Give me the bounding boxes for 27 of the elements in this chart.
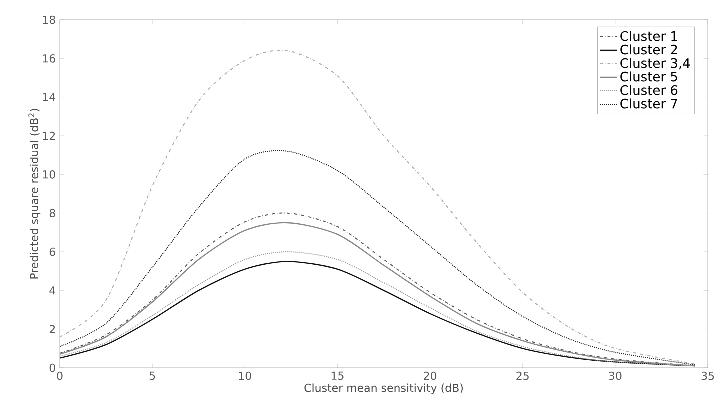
legend-label: Cluster 7 — [620, 98, 678, 109]
x-tick-label: 25 — [516, 372, 529, 380]
y-tick-label: 4 — [50, 286, 56, 295]
y-tick-label: 8 — [50, 209, 56, 218]
line-series — [60, 150, 696, 366]
x-tick-label: 15 — [332, 372, 344, 380]
y-tick-label: 12 — [43, 132, 56, 140]
y-tick-label: 0 — [50, 364, 56, 372]
legend-label: Cluster 6 — [620, 85, 678, 96]
y-tick-label: 10 — [43, 170, 56, 179]
y-tick-label: 18 — [43, 16, 56, 24]
legend-label: Cluster 1 — [620, 31, 678, 42]
x-axis-title: Cluster mean sensitivity (dB) — [304, 384, 463, 394]
y-tick-label: 2 — [50, 325, 56, 334]
legend-label: Cluster 3,4 — [620, 58, 690, 70]
legend-label: Cluster 5 — [620, 72, 678, 82]
x-tick-label: 0 — [57, 372, 63, 380]
x-tick-label: 20 — [424, 372, 437, 380]
x-tick-label: 5 — [150, 372, 156, 380]
x-tick-label: 35 — [702, 372, 714, 380]
legend-label: Cluster 2 — [620, 44, 678, 55]
y-tick-label: 14 — [43, 93, 56, 102]
y-tick-label: 6 — [50, 248, 56, 256]
y-tick-label: 16 — [43, 54, 56, 63]
x-tick-label: 10 — [239, 372, 252, 380]
y-axis-title: Predicted square residual (dB$^{2}$) — [28, 109, 41, 279]
x-tick-label: 30 — [609, 372, 622, 380]
